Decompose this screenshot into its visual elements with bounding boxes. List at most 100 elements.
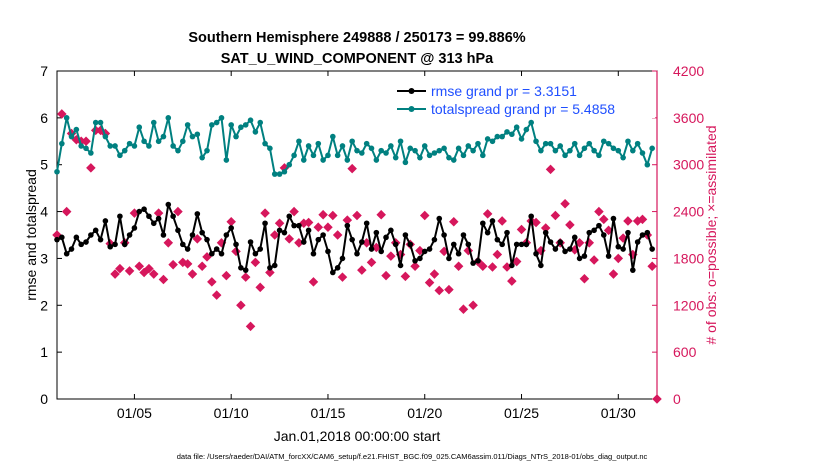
totalspread-point [204,147,210,154]
rmse-point [625,229,631,236]
totalspread-point [571,140,578,147]
rmse-point [436,215,443,222]
obs-marker [458,304,469,314]
y-left-tick-label: 6 [40,110,48,126]
totalspread-point [296,138,302,145]
rmse-point [88,232,94,238]
obs-marker [574,238,585,248]
obs-marker [366,257,377,268]
rmse-point [238,265,244,271]
rmse-point [499,241,505,248]
obs-marker [637,214,648,225]
chart-title: Southern Hemisphere 249888 / 250173 = 99… [188,30,525,46]
rmse-point [262,220,268,227]
rmse-point [470,260,476,266]
obs-marker [182,259,193,269]
rmse-point [141,206,147,213]
rmse-point [170,213,176,220]
totalspread-point [567,147,573,154]
rmse-point [373,229,380,236]
obs-marker [487,262,498,272]
totalspread-point [228,122,234,128]
obs-marker [163,238,174,248]
rmse-point [431,236,438,243]
obs-marker [144,263,154,274]
rmse-point [480,220,486,227]
obs-marker [424,277,435,288]
totalspread-point [484,136,491,142]
obs-marker [308,277,319,287]
rmse-point [557,239,564,245]
rmse-point [460,232,467,238]
totalspread-point [499,133,505,140]
obs-marker [124,266,135,276]
x-tick-label: 01/10 [214,405,249,421]
totalspread-point [189,133,196,140]
rmse-point [378,248,384,255]
totalspread-point [223,157,230,163]
obs-marker [531,217,541,228]
totalspread-point [455,145,462,152]
totalspread-point [88,150,94,156]
totalspread-point [92,119,99,126]
obs-marker [303,217,314,228]
rmse-point [504,229,510,236]
totalspread-point [509,131,515,138]
rmse-point [465,241,472,248]
obs-marker [386,251,396,261]
totalspread-point [73,126,80,133]
obs-marker [419,210,430,221]
obs-marker [449,216,459,227]
totalspread-point [238,124,244,131]
rmse-point [528,213,534,220]
totalspread-point [63,115,70,121]
rmse-point [630,267,636,273]
totalspread-point [402,159,409,166]
series-totalspread [54,115,655,177]
rmse-point [175,227,181,234]
totalspread-point [557,143,564,149]
obs-marker [115,263,125,274]
rmse-point [402,232,409,238]
totalspread-point [407,145,414,152]
rmse-point [223,232,230,238]
rmse-point [605,253,612,259]
obs-marker [57,109,67,119]
rmse-point [368,246,375,252]
totalspread-point [126,140,133,147]
y-axis-right-label: # of obs: o=possible; ×=assimilated [703,125,719,344]
obs-marker [173,206,183,217]
rmse-point [102,218,109,224]
obs-marker [337,272,348,282]
obs-marker [381,270,391,281]
totalspread-point [630,147,636,154]
rmse-point [107,243,114,250]
rmse-point [450,241,457,248]
totalspread-point [271,171,278,177]
obs-marker [579,273,590,284]
rmse-point [252,250,259,257]
obs-marker [332,230,343,240]
totalspread-point [475,140,481,147]
rmse-point [518,241,525,248]
rmse-point [213,246,220,252]
obs-marker [284,234,295,244]
totalspread-point [83,145,89,152]
rmse-point [334,265,341,271]
x-tick-label: 01/15 [310,405,345,421]
obs-marker [260,208,270,218]
rmse-point [542,229,549,236]
totalspread-point [392,154,399,161]
rmse-point [325,248,331,255]
series-rmse [54,201,655,276]
y-right-tick-label: 0 [673,391,681,407]
totalspread-point [150,119,157,126]
rmse-point [421,248,428,255]
rmse-point [359,239,365,245]
obs-marker [245,321,256,332]
rmse-point [136,208,143,215]
obs-marker [61,206,72,217]
rmse-point [126,232,133,238]
rmse-point [596,222,602,229]
totalspread-point [634,140,641,147]
